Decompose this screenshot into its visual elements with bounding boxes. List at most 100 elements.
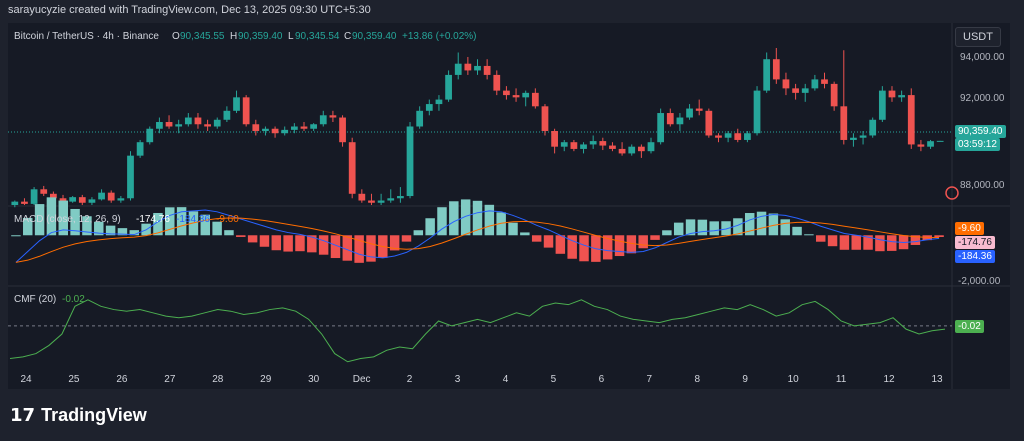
candle-body: [252, 124, 260, 131]
macd-histogram-bar: [650, 235, 660, 240]
candle-body: [136, 142, 144, 156]
candle-body: [50, 193, 57, 199]
time-axis-label: Dec: [353, 374, 371, 385]
macd-histogram-bar: [283, 235, 293, 252]
candle-body: [657, 113, 665, 143]
candle-body: [917, 144, 925, 147]
macd-histogram-bar: [910, 235, 921, 245]
macd-histogram-bar: [744, 213, 755, 236]
candle-body: [898, 95, 905, 98]
candle-body: [184, 117, 192, 125]
candle-body: [117, 198, 125, 201]
tv-logo-icon: 17: [10, 405, 36, 426]
candle-body: [175, 124, 183, 127]
macd-histogram-bar: [472, 200, 483, 236]
time-axis-label: 11: [836, 374, 847, 385]
macd-histogram-bar: [295, 235, 305, 252]
macd-histogram-bar: [23, 217, 33, 236]
macd-histogram-bar: [58, 200, 68, 236]
macd-histogram-bar: [638, 235, 648, 249]
cmf-label[interactable]: CMF (20): [14, 294, 56, 305]
candle-body: [695, 108, 703, 111]
macd-histogram-bar: [804, 234, 814, 236]
candle-body: [637, 146, 645, 152]
macd-value-hist: -9.60: [216, 214, 239, 225]
currency-button[interactable]: USDT: [955, 27, 1001, 47]
macd-histogram-bar: [176, 207, 187, 236]
candle-body: [242, 97, 250, 125]
candle-body: [609, 145, 616, 149]
candle-body: [464, 63, 472, 71]
candles-group[interactable]: [11, 48, 944, 208]
cmf-value: -0.02: [62, 294, 85, 305]
attribution-bar: sarayucyzie created with TradingView.com…: [0, 0, 1024, 22]
brand-name: TradingView: [41, 405, 147, 425]
macd-histogram-bar: [425, 218, 435, 236]
candle-body: [531, 92, 539, 107]
time-axis-label: 9: [742, 374, 748, 385]
macd-histogram-bar: [555, 235, 566, 254]
time-axis-label: 4: [503, 374, 509, 385]
ohlc-c-label: C: [344, 31, 351, 42]
candle-body: [705, 110, 713, 136]
macd-histogram-bar: [602, 235, 613, 260]
macd-histogram-bar: [567, 235, 577, 259]
candle-body: [551, 130, 558, 147]
time-axis-label: 26: [116, 374, 128, 385]
candle-body: [368, 200, 375, 203]
candle-body: [474, 65, 481, 71]
candle-body: [233, 97, 240, 111]
candle-body: [435, 99, 443, 105]
candle-body: [801, 88, 809, 93]
macd-histogram-bar: [531, 235, 542, 242]
candle-body: [30, 189, 38, 204]
macd-value-main: -174.76: [136, 214, 170, 225]
symbol-name[interactable]: Bitcoin / TetherUS · 4h · Binance: [14, 31, 159, 42]
macd-histogram-bar: [709, 221, 719, 236]
candle-body: [493, 74, 501, 91]
candle-body: [936, 140, 944, 142]
candle-body: [454, 63, 462, 75]
macd-main-pill: -174.76: [955, 236, 995, 249]
candle-body: [425, 104, 433, 111]
ohlc-high: 90,359.40: [238, 31, 283, 42]
time-axis-label: 6: [599, 374, 605, 385]
macd-group[interactable]: [11, 197, 944, 263]
macd-histogram-bar: [827, 235, 838, 247]
ohlc-close: 90,359.40: [352, 31, 397, 42]
candle-body: [348, 142, 356, 194]
macd-histogram-bar: [662, 230, 672, 236]
candle-body: [377, 200, 385, 203]
candle-body: [792, 88, 799, 93]
candle-body: [830, 83, 838, 107]
macd-label[interactable]: MACD (close, 12, 26, 9): [14, 214, 121, 225]
attribution-text: sarayucyzie created with TradingView.com…: [8, 4, 371, 16]
candle-body: [503, 90, 510, 96]
macd-histogram-bar: [792, 226, 802, 236]
time-axis-label: 25: [68, 374, 80, 385]
macd-histogram-bar: [673, 222, 684, 236]
candle-body: [483, 65, 491, 75]
candle-body: [165, 122, 173, 127]
macd-histogram-bar: [934, 235, 944, 238]
cmf-group[interactable]: [8, 299, 952, 363]
macd-histogram-bar: [508, 222, 518, 236]
candle-body: [666, 113, 674, 125]
candle-body: [811, 79, 819, 89]
candle-body: [570, 142, 578, 149]
macd-histogram-bar: [401, 235, 412, 242]
macd-histogram-bar: [449, 201, 459, 236]
price-tick: 94,000.00: [960, 52, 1005, 63]
alert-icon[interactable]: [945, 186, 959, 200]
macd-histogram-bar: [815, 235, 826, 242]
candle-body: [676, 117, 684, 125]
macd-histogram-bar: [129, 230, 140, 236]
time-axis-label: 24: [20, 374, 32, 385]
candle-body: [763, 59, 771, 91]
candle-body: [40, 189, 48, 194]
macd-hist-pill: -9.60: [955, 222, 984, 235]
time-axis[interactable]: 24 25 26 27 28 29 30 Dec 2 3 4 5 6 7 8 9 10 11 12 13: [20, 374, 943, 385]
tradingview-logo[interactable]: 17 TradingView: [10, 405, 147, 426]
macd-histogram-bar: [496, 212, 506, 236]
